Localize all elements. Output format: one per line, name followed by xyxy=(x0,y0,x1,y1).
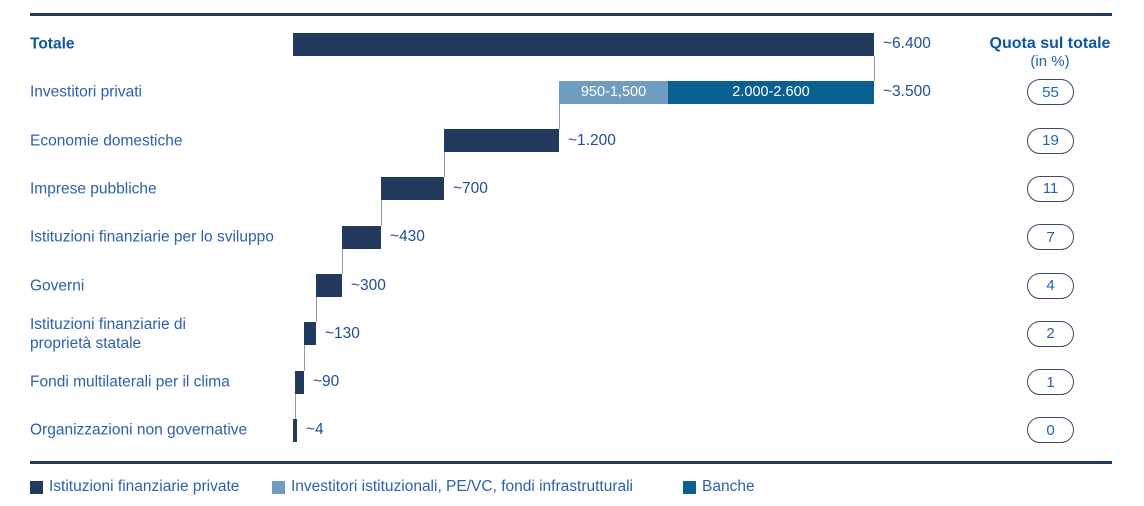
bar xyxy=(316,274,342,297)
bar xyxy=(295,370,304,394)
bar-segment-navy xyxy=(304,322,316,346)
value-label: ~430 xyxy=(390,228,425,246)
legend-swatch-icon xyxy=(30,480,43,494)
bar-segment-navy xyxy=(342,225,381,249)
value-label: ~130 xyxy=(325,324,360,342)
share-pill: 11 xyxy=(1027,175,1074,202)
share-pill: 7 xyxy=(1027,224,1074,251)
waterfall-connector xyxy=(315,297,317,323)
row-label: Economie domestiche xyxy=(30,132,183,150)
waterfall-connector xyxy=(294,393,296,419)
row-label: Totale xyxy=(30,35,75,53)
bottom-rule xyxy=(30,461,1112,464)
row-label: Imprese pubbliche xyxy=(30,180,157,198)
bar xyxy=(293,32,874,56)
value-label: ~6.400 xyxy=(883,35,931,52)
bar xyxy=(444,129,559,153)
share-pill: 55 xyxy=(1027,79,1074,106)
waterfall-connector xyxy=(303,345,305,371)
bar xyxy=(381,177,444,201)
legend-item: Investitori istituzionali, PE/VC, fondi … xyxy=(272,478,633,495)
waterfall-connector xyxy=(380,200,382,226)
value-label: ~700 xyxy=(453,179,488,197)
share-pill: 0 xyxy=(1027,417,1074,444)
legend-label: Banche xyxy=(702,478,755,495)
legend-swatch-icon xyxy=(683,480,696,494)
bar xyxy=(342,225,381,249)
waterfall-connector xyxy=(873,55,875,81)
share-pill: 1 xyxy=(1027,369,1074,396)
value-label: ~3.500 xyxy=(883,83,931,101)
waterfall-connector xyxy=(443,152,445,178)
legend-item: Banche xyxy=(683,478,755,495)
share-pill: 2 xyxy=(1027,320,1074,347)
bar-segment-navy xyxy=(316,274,342,297)
row-label: Organizzazioni non governative xyxy=(30,421,248,439)
bar-segment-steel: 950-1,500 xyxy=(559,80,668,104)
value-label: ~4 xyxy=(306,421,324,439)
share-pill: 4 xyxy=(1027,272,1074,299)
share-pill: 19 xyxy=(1027,127,1074,154)
bar: 950-1,500 2.000-2.600 xyxy=(559,80,874,104)
bar-segment-navy xyxy=(295,370,304,394)
waterfall-connector xyxy=(558,103,560,130)
value-label: ~1.200 xyxy=(568,131,616,149)
bar xyxy=(293,418,297,442)
legend-label: Investitori istituzionali, PE/VC, fondi … xyxy=(291,478,633,495)
share-column-title: Quota sul totale xyxy=(989,35,1111,52)
bar-segment-ocean: 2.000-2.600 xyxy=(668,80,874,104)
value-label: ~90 xyxy=(313,373,340,391)
row-label: Investitori privati xyxy=(30,83,142,101)
row-label: Istituzioni finanziarie per lo sviluppo xyxy=(30,228,274,246)
row-label: Governi xyxy=(30,277,85,294)
top-rule xyxy=(30,13,1112,16)
legend-label: Istituzioni finanziarie private xyxy=(49,478,240,495)
legend-swatch-icon xyxy=(272,480,285,494)
share-column-subtitle: (in %) xyxy=(1030,53,1070,70)
bar-segment-navy xyxy=(444,129,559,153)
value-label: ~300 xyxy=(351,276,386,294)
bar-segment-navy xyxy=(381,177,444,201)
legend-item: Istituzioni finanziarie private xyxy=(30,478,240,495)
row-label: Istituzioni finanziarie di proprietà sta… xyxy=(30,315,186,352)
chart-legend: Istituzioni finanziarie private Investito… xyxy=(0,478,1144,497)
bar-segment-navy xyxy=(293,418,297,442)
bar-segment-navy xyxy=(293,32,874,56)
bar xyxy=(304,322,316,346)
row-label: Fondi multilaterali per il clima xyxy=(30,373,230,391)
waterfall-connector xyxy=(341,248,343,274)
